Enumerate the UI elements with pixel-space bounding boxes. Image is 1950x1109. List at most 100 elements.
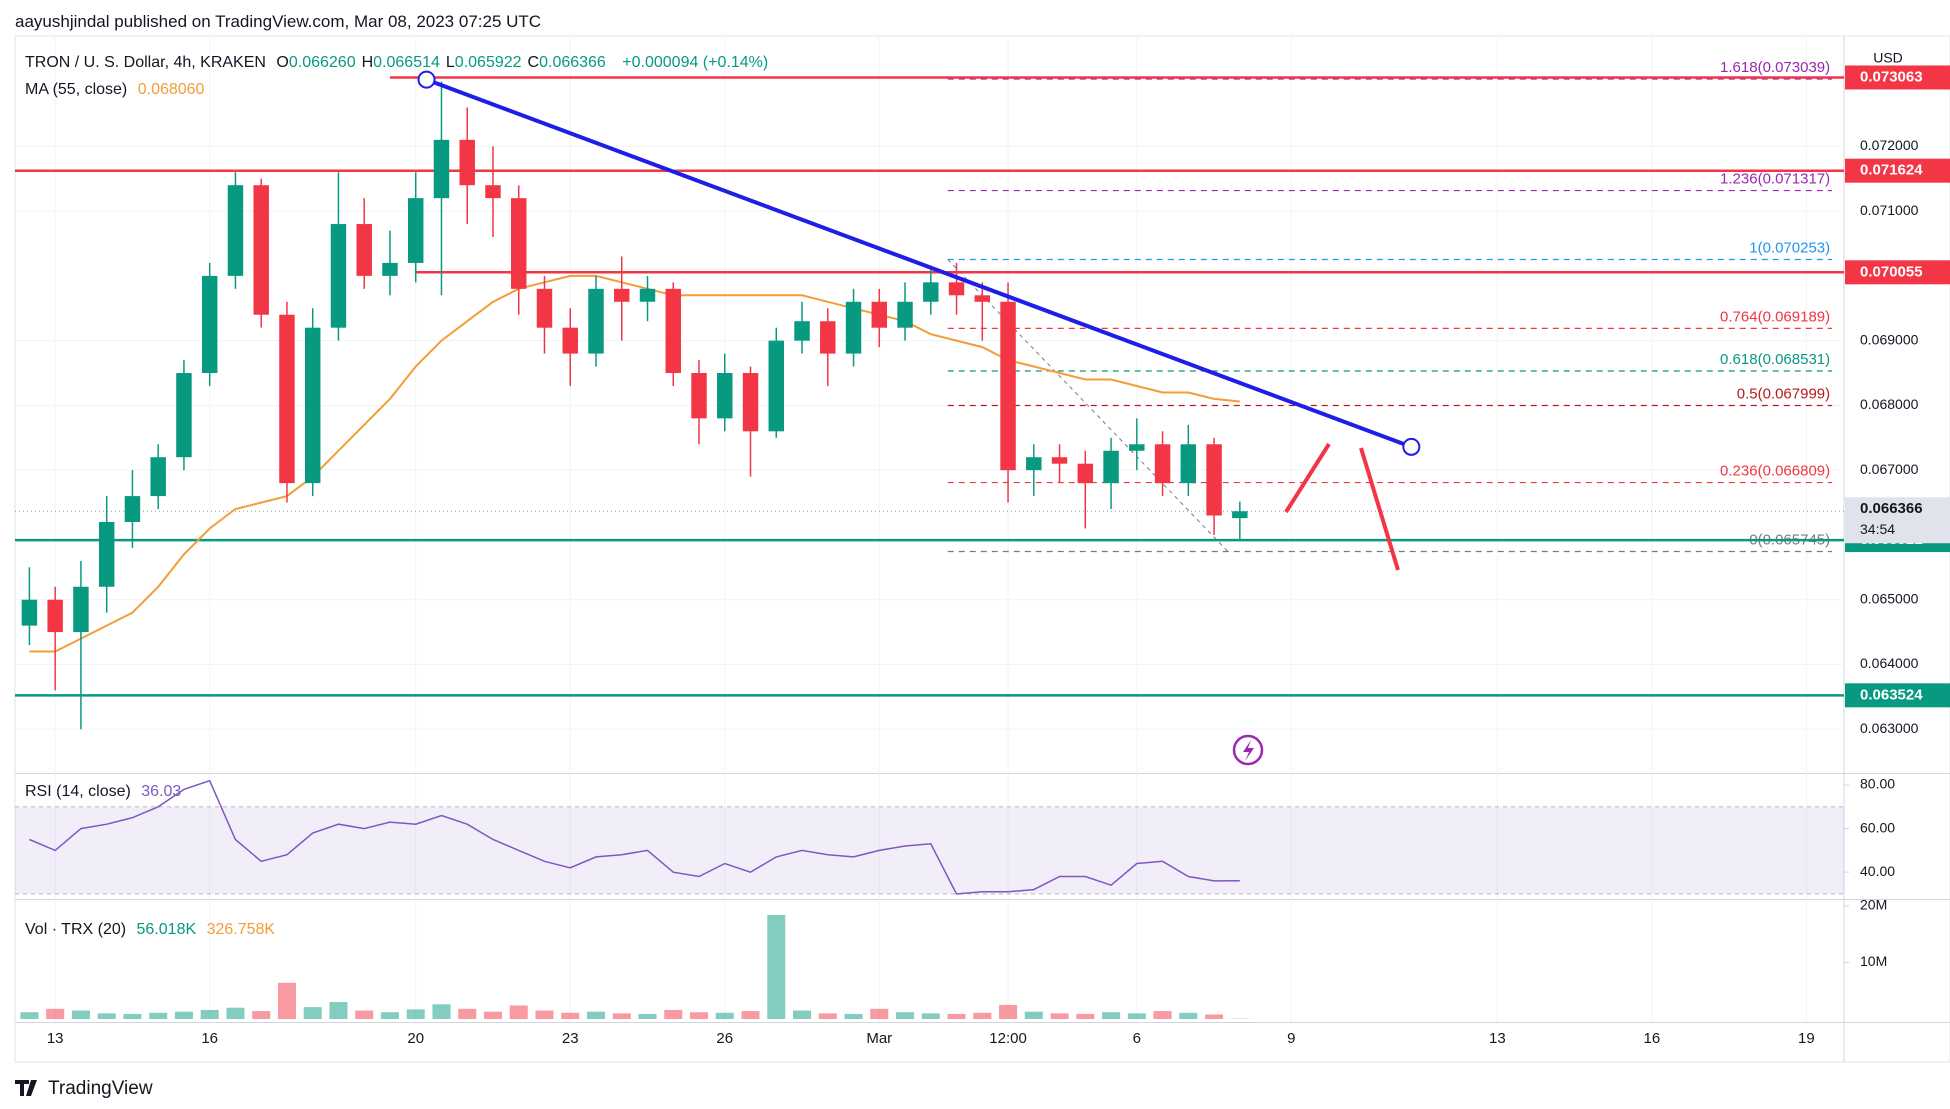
volume-bar [896,1012,915,1019]
ohlc-value: 0.066260 [288,54,356,71]
x-tick-label: Mar [866,1030,892,1047]
volume-bar [458,1008,477,1019]
y-tick-label: 0.072000 [1860,137,1919,153]
candle-body [1129,444,1145,451]
candle-body [227,185,244,276]
candle-body [1026,457,1042,471]
candle-body [1206,444,1222,516]
volume-bar [1153,1011,1172,1019]
candle-body [382,262,398,276]
candle-body [459,139,475,186]
candle-body [21,599,38,626]
x-tick-label: 6 [1133,1030,1141,1047]
symbol-title: TRON / U. S. Dollar, 4h, KRAKEN [25,54,266,71]
volume-bar [1024,1011,1043,1019]
candle-body [47,599,63,633]
volume-bar [174,1011,193,1019]
volume-bar [1102,1012,1121,1019]
volume-bar [973,1012,992,1019]
candle-body [1077,463,1094,484]
candle-body [614,288,630,302]
rsi-band [15,806,1844,894]
volume-bar [921,1013,940,1019]
volume-bar [380,1012,399,1019]
volume-bar [149,1012,168,1019]
volume-legend: Vol · TRX (20) 56.018K 326.758K [25,921,281,939]
y-tick-label: 0.063000 [1860,720,1919,736]
candle-body [536,288,553,328]
volume-bar [97,1013,116,1019]
countdown-text: 34:54 [1860,521,1895,537]
rsi-line [29,779,1240,895]
x-tick-label: 19 [1798,1030,1815,1047]
volume-tick-label: 20M [1860,897,1887,913]
candle-body [253,185,269,315]
tradingview-logo [15,1080,37,1096]
candle-body [1000,301,1016,471]
fib-diagonal [947,259,1229,552]
volume-bar [432,1004,451,1019]
rsi-last: 36.03 [141,783,182,800]
volume-bar [277,982,296,1019]
candle-body [639,288,656,302]
volume-bar [818,1013,837,1019]
volume-bar [123,1013,142,1019]
volume-bar [535,1010,554,1019]
volume-tick-label: 10M [1860,953,1887,969]
ohlc-key: C [527,54,540,71]
volume-bar [870,1008,889,1019]
fib-label: 1.236(0.071317) [1720,171,1830,188]
level-label-text: 0.071624 [1860,162,1923,179]
level-label-box [1845,683,1950,708]
rsi-tick-label: 80.00 [1860,776,1895,792]
candle-body [1051,457,1068,464]
volume-ma: 326.758K [206,921,276,938]
ohlc-value: 0.066514 [373,54,440,71]
volume-bar [999,1004,1018,1019]
x-tick-label: 13 [1489,1030,1506,1047]
fib-label: 1.618(0.073039) [1720,59,1830,76]
candle-body [742,373,759,432]
volume-bar [20,1012,39,1019]
fib-label: 0.236(0.066809) [1720,463,1830,480]
y-tick-label: 0.068000 [1860,396,1919,412]
volume-bar [46,1008,65,1019]
y-tick-label: 0.067000 [1860,461,1919,477]
candle-body [588,288,604,354]
volume-bar [509,1005,528,1019]
candle-body [511,198,527,289]
candle-body [871,301,888,328]
level-label-box [1845,65,1950,90]
chart-frame [14,35,1950,1063]
volume-bar [793,1010,812,1019]
candle-body [150,457,166,497]
x-tick-label: 16 [1644,1030,1661,1047]
y-tick-label: 0.064000 [1860,655,1919,671]
volume-bar [612,1013,631,1019]
candle-body [974,295,991,302]
candle-body [897,301,913,328]
candle-body [356,224,372,276]
candle-body [1154,444,1171,484]
volume-bar [664,1009,683,1019]
candle-body [98,521,115,587]
volume-bar [329,1002,348,1019]
volume-bar [1127,1013,1146,1019]
ma-line [29,274,1240,653]
fib-label: 1(0.070253) [1749,239,1830,256]
x-tick-label: 13 [47,1030,64,1047]
level-label-box [1845,260,1950,285]
volume-bar [638,1013,657,1019]
level-label-box [1845,158,1950,183]
volume-bar [689,1012,709,1019]
volume-bar [71,1010,90,1019]
volume-bar [1179,1012,1198,1019]
volume-bar [586,1011,606,1019]
x-tick-label: 12:00 [989,1030,1027,1047]
candle-body [330,224,347,328]
fib-label: 0.764(0.069189) [1720,308,1830,325]
volume-bar [1050,1013,1069,1019]
volume-bar [303,1007,322,1019]
ma-name: MA (55, close) [25,81,128,98]
